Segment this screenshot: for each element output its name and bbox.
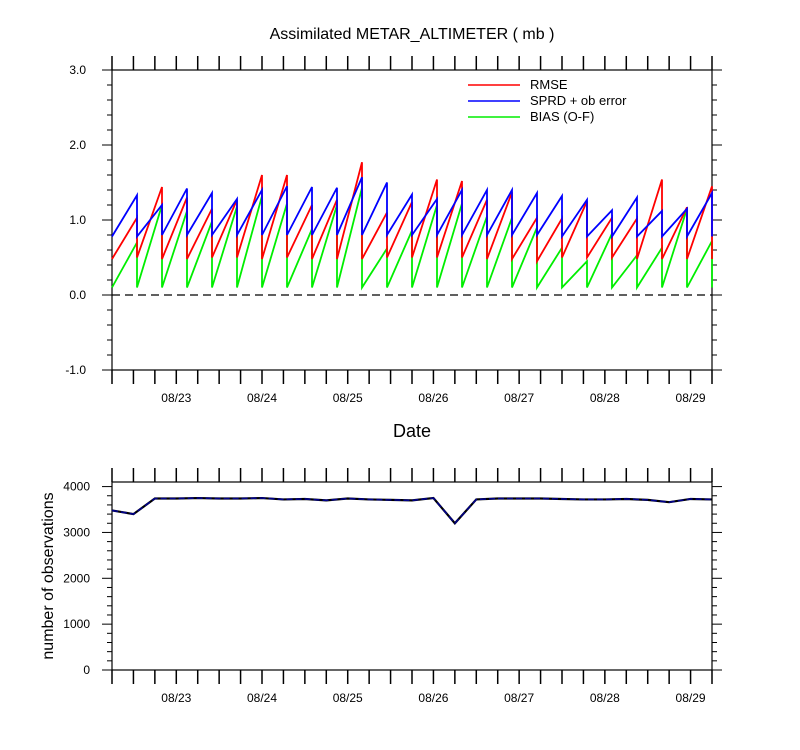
y-tick-label: -1.0 <box>65 363 86 377</box>
x-tick-label: 08/23 <box>161 691 191 705</box>
legend: RMSE SPRD + ob error BIAS (O-F) <box>468 77 627 124</box>
chart-title: Assimilated METAR_ALTIMETER ( mb ) <box>270 26 555 43</box>
bottom-plot-frame <box>111 481 713 671</box>
series-line-sprd-ob-error <box>111 176 713 240</box>
x-tick-label: 08/25 <box>333 391 363 405</box>
series-line-obs-possible <box>111 496 713 525</box>
y-tick-label: 0 <box>83 663 90 677</box>
bottom-y-axis: 0 1000 2000 3000 4000 <box>63 480 722 677</box>
x-tick-label: 08/29 <box>676 391 706 405</box>
x-tick-label: 08/29 <box>676 691 706 705</box>
y-tick-label: 2000 <box>63 571 90 585</box>
series-line-rmse <box>111 162 713 265</box>
y-tick-label: 3000 <box>63 525 90 539</box>
y-tick-label: 2.0 <box>69 138 86 152</box>
y-tick-label: 1.0 <box>69 213 86 227</box>
top-series-group <box>111 162 713 291</box>
y-tick-label: 0.0 <box>69 288 86 302</box>
x-tick-label: 08/24 <box>247 391 277 405</box>
series-line-obs-used <box>111 497 713 525</box>
top-x-axis: 08/23 08/24 08/25 08/26 08/27 08/28 08/29 <box>111 56 713 405</box>
x-tick-label: 08/27 <box>504 391 534 405</box>
y-tick-label: 1000 <box>63 617 90 631</box>
legend-label-sprd: SPRD + ob error <box>530 93 627 108</box>
series-line-bias-o-f <box>111 187 713 291</box>
legend-label-bias: BIAS (O-F) <box>530 109 594 124</box>
x-tick-label: 08/28 <box>590 691 620 705</box>
legend-label-rmse: RMSE <box>530 77 568 92</box>
x-tick-label: 08/26 <box>418 691 448 705</box>
x-tick-label: 08/24 <box>247 691 277 705</box>
x-tick-label: 08/23 <box>161 391 191 405</box>
x-tick-label: 08/25 <box>333 691 363 705</box>
top-panel: Assimilated METAR_ALTIMETER ( mb ) -1.0 0… <box>65 26 722 441</box>
x-axis-title: Date <box>393 421 431 441</box>
bottom-x-axis: 08/23 08/24 08/25 08/26 08/27 08/28 08/29 <box>111 468 713 705</box>
y-axis-title-observations: number of observations <box>40 492 57 659</box>
bottom-series-group <box>111 496 713 525</box>
y-tick-label: 4000 <box>63 480 90 494</box>
x-tick-label: 08/27 <box>504 691 534 705</box>
x-tick-label: 08/28 <box>590 391 620 405</box>
y-tick-label: 3.0 <box>69 63 86 77</box>
x-tick-label: 08/26 <box>418 391 448 405</box>
